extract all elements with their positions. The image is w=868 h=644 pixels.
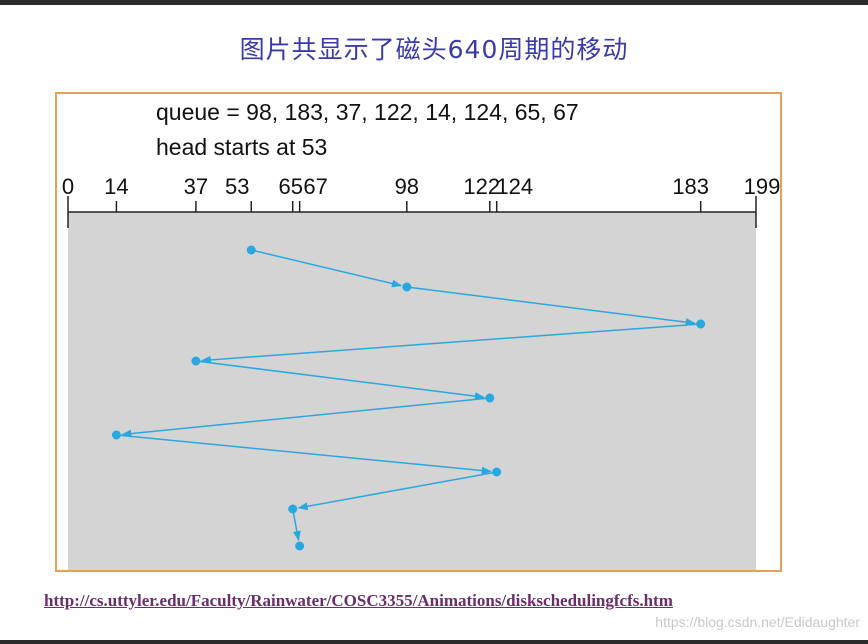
movement-arrow: [251, 249, 402, 288]
movement-arrow: [406, 286, 696, 327]
top-bar: [0, 0, 868, 5]
head-position-point: [246, 245, 256, 255]
movement-arrow: [121, 397, 490, 438]
tick-label: 65: [278, 174, 302, 199]
movement-arrow: [195, 360, 485, 401]
slide-title: 图片共显示了磁头640周期的移动: [239, 35, 629, 64]
tick-label: 98: [395, 174, 419, 199]
movement-arrow: [291, 508, 301, 542]
head-position-point: [485, 393, 495, 403]
tick-label: 122: [463, 174, 500, 199]
tick-label: 199: [744, 174, 780, 199]
movement-arrow: [116, 434, 492, 475]
head-position-point: [191, 356, 201, 366]
tick-label: 124: [496, 174, 533, 199]
head-position-point: [295, 541, 305, 551]
head-movement-path: [111, 245, 706, 551]
tick-label: 67: [303, 174, 327, 199]
tick-label: 53: [225, 174, 249, 199]
source-link[interactable]: http://cs.uttyler.edu/Faculty/Rainwater/…: [44, 591, 673, 610]
head-position-point: [696, 319, 706, 329]
plot-panel: [68, 212, 756, 570]
figure-frame: queue = 98, 183, 37, 122, 14, 124, 65, 6…: [55, 92, 782, 572]
head-position-point: [288, 504, 298, 514]
bottom-bar: [0, 640, 868, 644]
tick-label: 0: [62, 174, 74, 199]
watermark: https://blog.csdn.net/Edidaughter: [655, 614, 860, 630]
head-position-point: [402, 282, 412, 292]
movement-arrow: [200, 323, 701, 364]
movement-arrow: [297, 471, 497, 511]
head-start-text: head starts at 53: [156, 134, 327, 160]
tick-label: 183: [672, 174, 709, 199]
head-position-point: [111, 430, 121, 440]
queue-text: queue = 98, 183, 37, 122, 14, 124, 65, 6…: [156, 99, 579, 125]
tick-label: 14: [104, 174, 128, 199]
fcfs-diagram: queue = 98, 183, 37, 122, 14, 124, 65, 6…: [62, 99, 780, 570]
tick-label: 37: [184, 174, 208, 199]
head-position-point: [492, 467, 502, 477]
